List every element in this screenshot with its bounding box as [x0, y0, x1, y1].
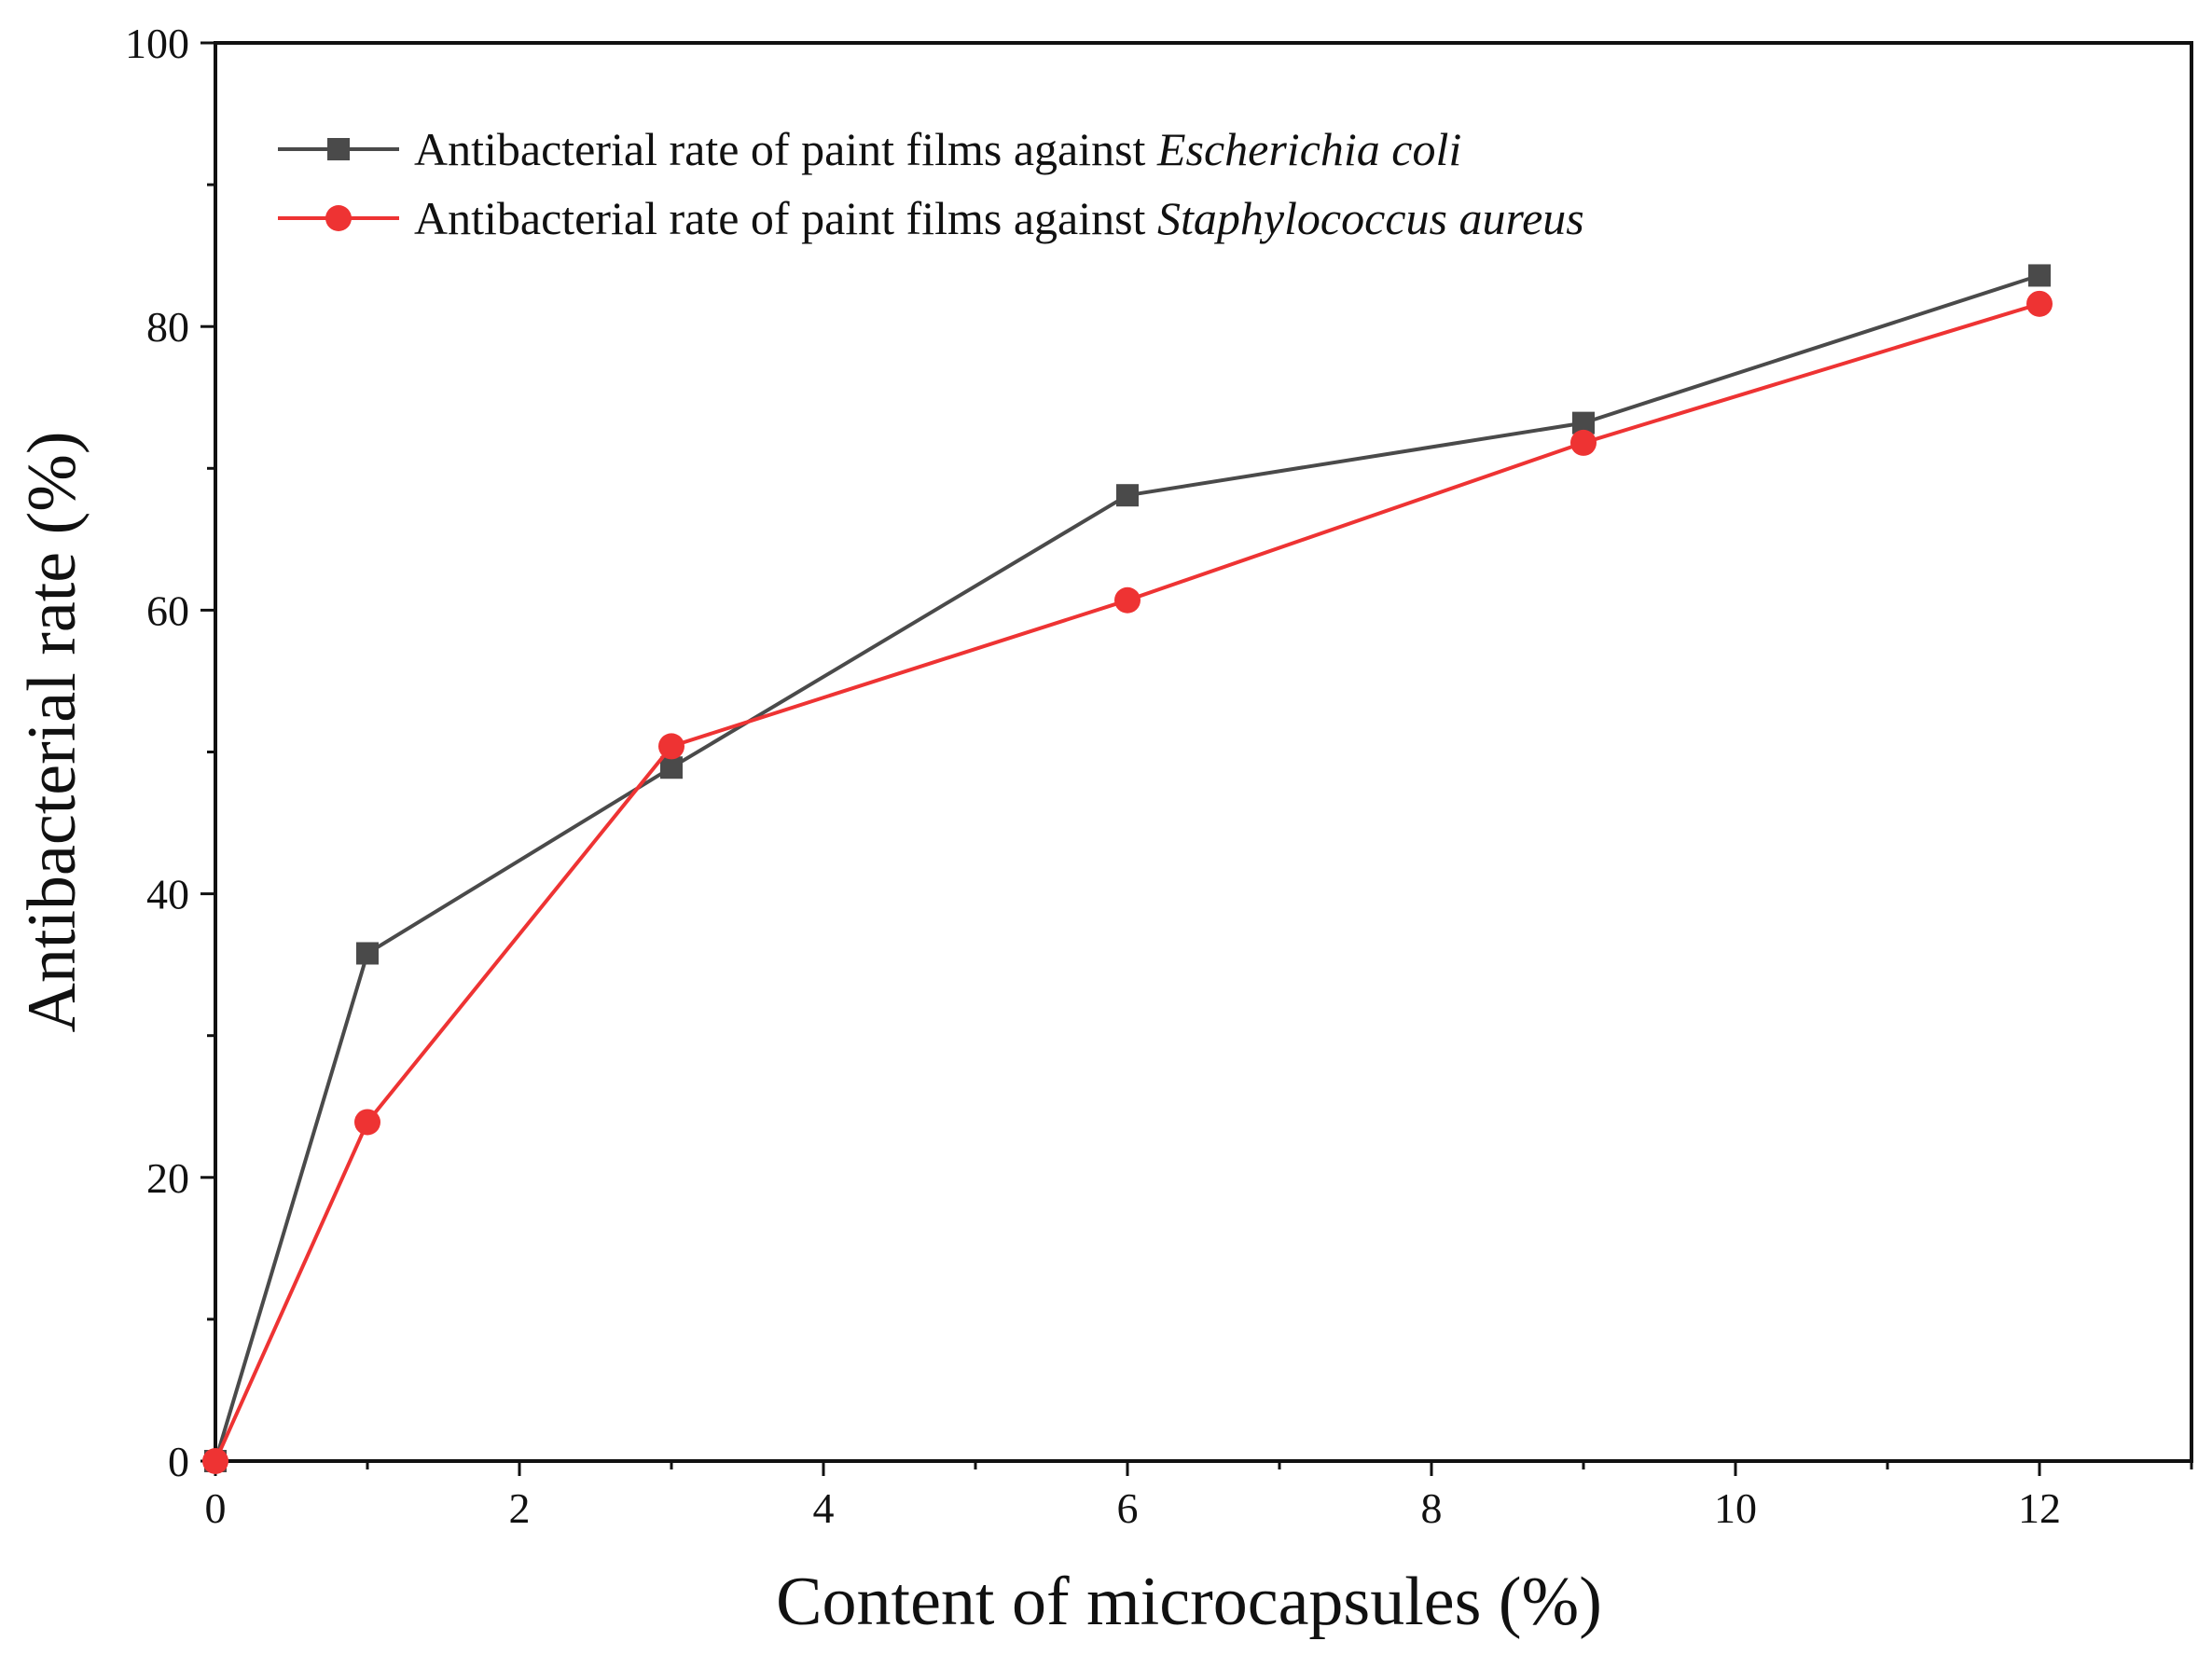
series-line [214, 273, 2040, 1462]
data-point [356, 942, 379, 965]
plot-frame [214, 41, 2193, 1463]
x-tick-label: 12 [2018, 1484, 2061, 1532]
axes-layer: 0 2 4 6 8 10 12 0 20 40 60 80 100 [125, 20, 2193, 1532]
x-tick-label: 2 [509, 1484, 531, 1532]
data-point [202, 1448, 228, 1474]
data-point [2026, 290, 2053, 317]
data-point [354, 1109, 380, 1136]
legend-label-prefix: Antibacterial rate of paint films agains… [414, 192, 1157, 244]
legend-label: Antibacterial rate of paint films agains… [414, 123, 1461, 175]
y-axis-title: Antibacterial rate (%) [14, 431, 90, 1032]
series-layer [202, 264, 2053, 1474]
y-tick-label: 0 [168, 1438, 189, 1485]
x-tick-label: 6 [1117, 1484, 1139, 1532]
legend-label-prefix: Antibacterial rate of paint films agains… [414, 123, 1157, 175]
y-tick-label: 20 [146, 1154, 189, 1202]
legend-entry-1: Antibacterial rate of paint films agains… [278, 123, 1461, 175]
legend-label: Antibacterial rate of paint films agains… [414, 192, 1584, 244]
y-tick-label: 40 [146, 871, 189, 918]
x-tick-label: 8 [1421, 1484, 1443, 1532]
series-line [214, 301, 2040, 1462]
series-2 [202, 290, 2053, 1474]
x-axis-title: Content of microcapsules (%) [776, 1564, 1602, 1640]
x-tick-label: 0 [205, 1484, 227, 1532]
data-point [660, 756, 683, 779]
data-point [1570, 429, 1597, 456]
data-point [1116, 484, 1139, 507]
legend: Antibacterial rate of paint films agains… [278, 123, 1584, 244]
data-point [2028, 264, 2051, 287]
legend-entry-2: Antibacterial rate of paint films agains… [278, 192, 1584, 244]
legend-marker [325, 205, 352, 231]
data-point [1114, 586, 1141, 614]
y-tick-label: 60 [146, 586, 189, 634]
y-tick-label: 100 [125, 20, 189, 67]
series-1 [204, 264, 2051, 1472]
x-tick-label: 4 [813, 1484, 835, 1532]
data-point [658, 733, 684, 760]
x-tick-label: 10 [1714, 1484, 1757, 1532]
legend-label-species: Staphylococcus aureus [1157, 192, 1584, 244]
legend-label-species: Escherichia coli [1156, 123, 1461, 175]
legend-marker [327, 138, 350, 160]
y-tick-label: 80 [146, 303, 189, 351]
